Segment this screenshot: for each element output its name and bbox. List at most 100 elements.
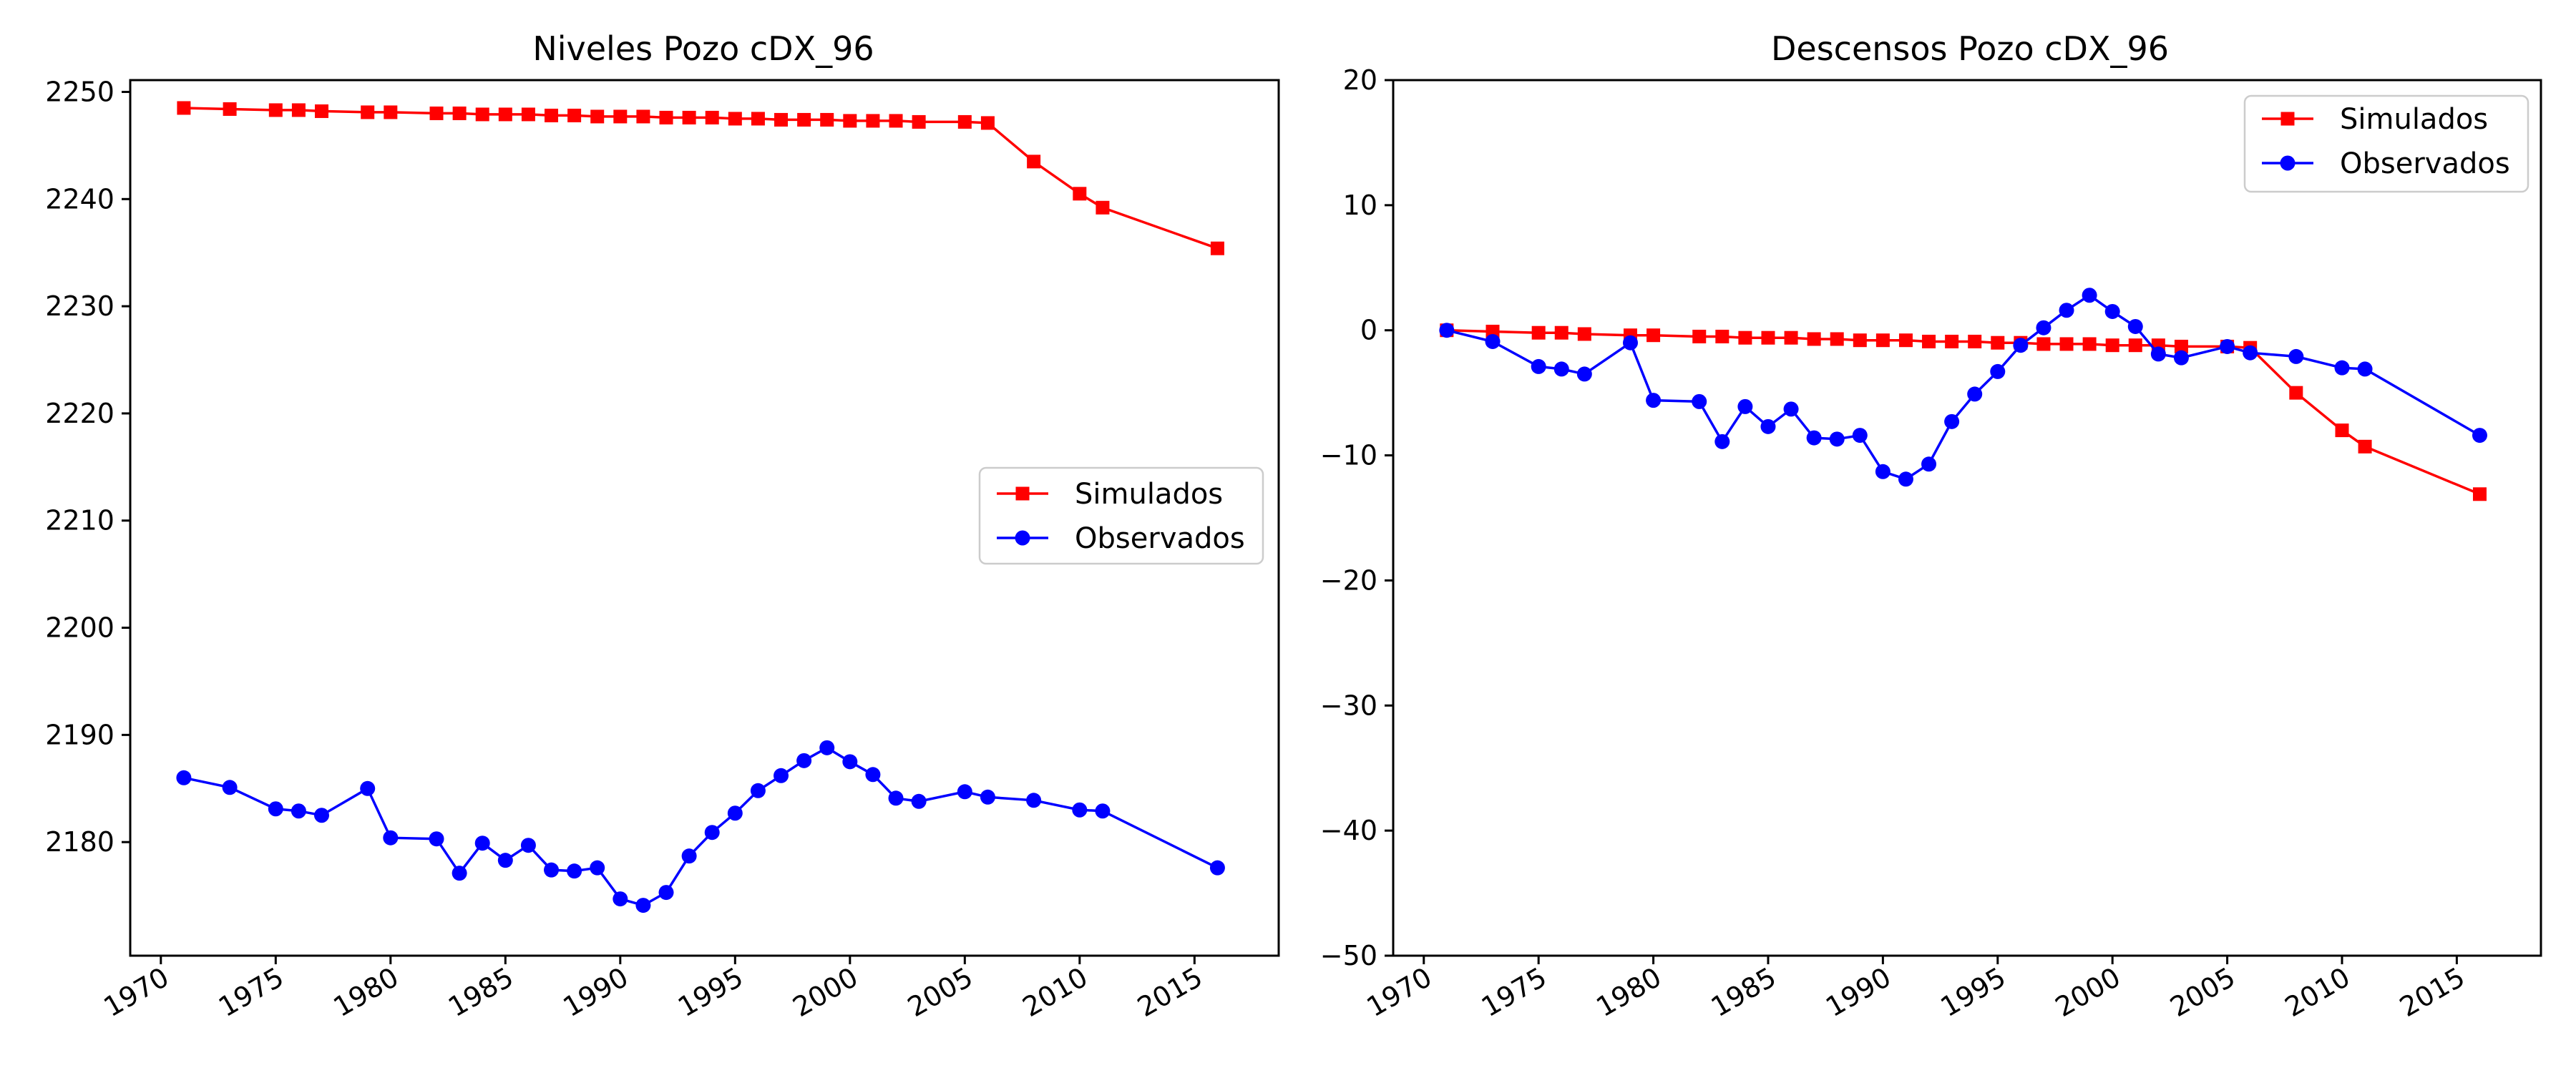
data-point-observados [1829, 431, 1845, 447]
data-point-simulados [1738, 330, 1752, 345]
plot-area-drawdowns [1439, 288, 2487, 501]
data-point-observados [2013, 338, 2029, 353]
data-point-observados [222, 780, 238, 795]
legend-marker-observados [1015, 530, 1030, 546]
data-point-simulados [2105, 338, 2119, 353]
y-tick-label: 2190 [45, 719, 114, 750]
data-point-observados [613, 891, 628, 907]
data-point-simulados [590, 109, 605, 124]
y-tick-label: 2220 [45, 398, 114, 429]
legend-marker-simulados [1015, 486, 1030, 501]
data-point-observados [2127, 318, 2143, 334]
data-point-observados [1439, 323, 1455, 338]
data-point-simulados [1210, 241, 1224, 255]
y-tick-label: −50 [1320, 940, 1377, 971]
plot-area-levels [176, 101, 1225, 913]
data-point-simulados [1027, 155, 1041, 169]
data-point-simulados [751, 112, 765, 126]
data-point-simulados [567, 108, 582, 122]
y-tick-label: 2180 [45, 826, 114, 858]
data-point-simulados [2289, 386, 2303, 400]
data-point-observados [1485, 333, 1501, 349]
y-tick-label: 2230 [45, 290, 114, 322]
data-point-observados [1646, 393, 1662, 408]
data-point-observados [957, 784, 972, 800]
data-point-simulados [361, 105, 375, 119]
data-point-observados [2243, 345, 2258, 361]
data-point-observados [911, 793, 927, 809]
data-point-observados [497, 853, 513, 868]
data-point-simulados [498, 107, 512, 122]
data-point-simulados [980, 116, 995, 130]
data-point-observados [383, 830, 399, 846]
data-point-observados [1806, 430, 1822, 446]
y-tick-label: 2250 [45, 76, 114, 107]
data-point-simulados [2082, 337, 2097, 351]
data-point-simulados [1646, 328, 1661, 343]
data-point-simulados [659, 110, 673, 124]
data-point-simulados [1531, 325, 1546, 340]
data-point-simulados [957, 114, 972, 129]
data-point-observados [314, 808, 330, 823]
y-tick-label: −30 [1320, 690, 1377, 721]
data-point-simulados [1761, 330, 1775, 345]
legend-drawdowns: Simulados Observados [2243, 94, 2529, 193]
y-tick-label: 2240 [45, 183, 114, 215]
data-point-observados [590, 860, 605, 876]
data-point-simulados [820, 112, 834, 127]
data-point-observados [1852, 428, 1868, 444]
data-point-simulados [1945, 334, 1959, 348]
data-point-simulados [384, 105, 398, 119]
data-point-observados [796, 753, 812, 768]
data-point-simulados [315, 104, 329, 118]
data-point-observados [1622, 335, 1638, 351]
data-point-simulados [774, 112, 789, 127]
data-point-simulados [2059, 337, 2074, 351]
plot-frame [129, 79, 1280, 957]
data-point-observados [1737, 398, 1753, 414]
data-point-simulados [682, 110, 696, 124]
data-point-simulados [705, 110, 719, 124]
data-point-simulados [1715, 329, 1729, 343]
data-point-simulados [1554, 325, 1568, 340]
legend-label-observados: Observados [2340, 147, 2510, 180]
y-tick-label: 2200 [45, 612, 114, 644]
data-point-observados [520, 838, 536, 853]
data-point-simulados [889, 114, 903, 128]
y-tick-label: 20 [1343, 64, 1377, 96]
data-point-simulados [912, 114, 926, 129]
chart-title-drawdowns: Descensos Pozo cDX_96 [1771, 29, 2169, 68]
data-point-observados [2150, 346, 2166, 362]
data-point-observados [2173, 350, 2189, 366]
data-point-observados [1553, 361, 1569, 377]
data-point-observados [1760, 418, 1776, 434]
data-point-observados [1898, 471, 1913, 487]
data-point-simulados [1922, 334, 1936, 348]
data-point-observados [1783, 401, 1799, 417]
data-point-observados [2104, 303, 2120, 319]
data-point-simulados [2036, 337, 2051, 351]
data-point-observados [2220, 338, 2235, 354]
data-point-simulados [1096, 200, 1110, 215]
data-point-simulados [1853, 333, 1867, 348]
data-point-simulados [177, 101, 191, 115]
data-point-observados [2036, 320, 2051, 335]
data-point-simulados [1875, 333, 1890, 348]
data-point-observados [2334, 360, 2350, 376]
data-point-observados [544, 862, 560, 878]
data-point-observados [176, 770, 192, 785]
data-point-observados [750, 783, 766, 798]
legend-label-observados: Observados [1075, 522, 1245, 555]
data-point-simulados [291, 103, 306, 117]
plot-frame [1392, 79, 2542, 957]
data-point-observados [1875, 464, 1890, 479]
data-point-simulados [2128, 338, 2142, 353]
data-point-simulados [1968, 334, 1982, 348]
data-point-simulados [2358, 439, 2372, 454]
y-tick-label: −10 [1320, 440, 1377, 471]
data-point-simulados [475, 107, 489, 122]
data-point-observados [429, 831, 444, 847]
data-point-observados [268, 801, 283, 817]
data-point-simulados [1830, 332, 1844, 346]
